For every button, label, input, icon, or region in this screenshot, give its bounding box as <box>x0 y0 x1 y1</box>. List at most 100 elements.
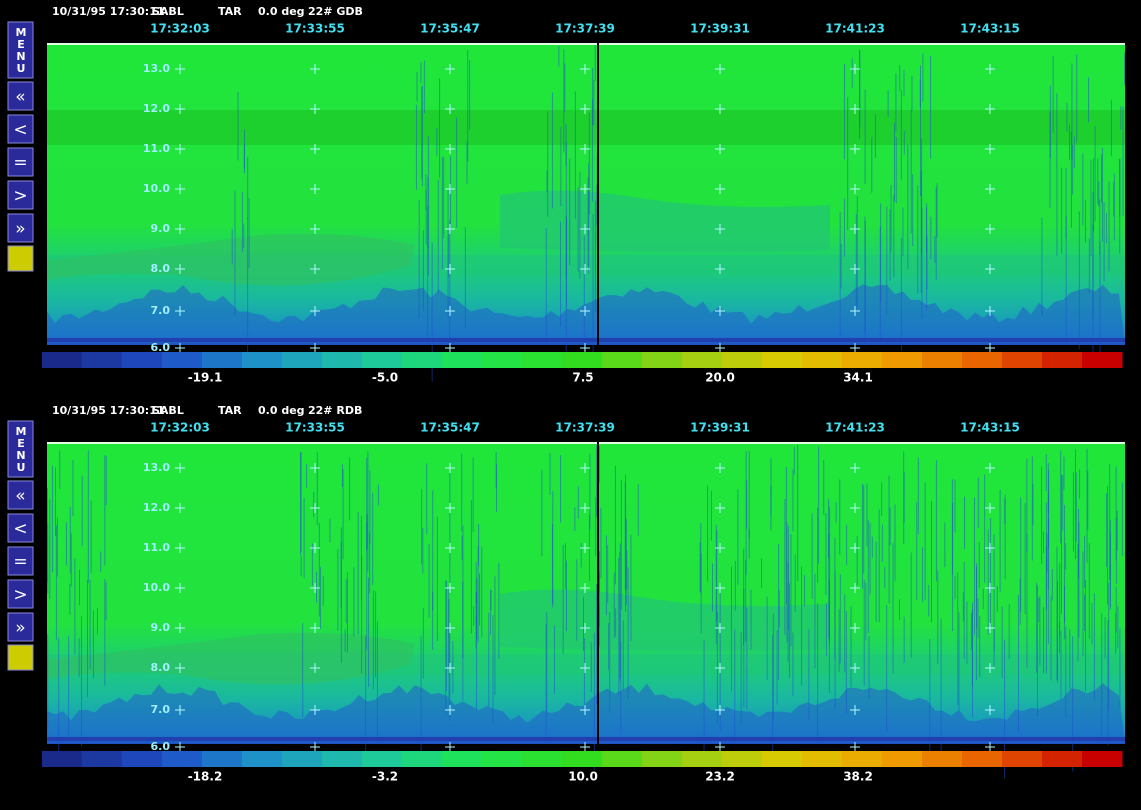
altitude-label: 7.0 <box>151 304 171 317</box>
grid-cross <box>310 623 320 633</box>
time-label: 17:32:03 <box>150 22 210 36</box>
nav-button[interactable]: > <box>7 579 34 609</box>
color-swatch[interactable] <box>7 644 34 671</box>
time-label: 17:32:03 <box>150 421 210 435</box>
grid-cross <box>175 144 185 154</box>
grid-cross <box>715 104 725 114</box>
nav-button[interactable]: > <box>7 180 34 210</box>
grid-cross <box>715 144 725 154</box>
time-label: 17:33:55 <box>285 421 345 435</box>
layer-band <box>47 110 1125 145</box>
menu-button[interactable]: MENU <box>7 420 34 478</box>
colorbar-cell <box>722 352 763 368</box>
grid-cross <box>310 224 320 234</box>
grid-cross <box>175 742 185 752</box>
grid-cross <box>850 583 860 593</box>
grid-cross <box>445 583 455 593</box>
grid-cross <box>850 184 860 194</box>
colorbar-cell <box>202 352 243 368</box>
grid-cross <box>850 264 860 274</box>
colorbar-label: -18.2 <box>188 770 223 784</box>
header-angle: 0.0 deg <box>258 5 305 18</box>
header-site: SABL <box>152 5 184 18</box>
grid-cross <box>985 583 995 593</box>
grid-cross <box>445 264 455 274</box>
grid-cross <box>445 104 455 114</box>
button-face <box>7 180 34 210</box>
grid-cross <box>445 64 455 74</box>
grid-cross <box>310 543 320 553</box>
colorbar-cell <box>242 352 283 368</box>
nav-button[interactable]: < <box>7 114 34 144</box>
time-label: 17:43:15 <box>960 22 1020 36</box>
image-top-edge <box>47 442 1125 444</box>
altitude-label: 8.0 <box>151 661 171 674</box>
button-face <box>7 147 34 177</box>
grid-cross <box>580 705 590 715</box>
grid-cross <box>850 64 860 74</box>
color-swatch[interactable] <box>7 245 34 272</box>
colorbar-cell <box>82 751 123 767</box>
grid-cross <box>175 705 185 715</box>
nav-button[interactable]: < <box>7 513 34 543</box>
button-glyph: » <box>15 618 25 638</box>
grid-cross <box>985 463 995 473</box>
colorbar-label: 7.5 <box>572 371 593 385</box>
time-label: 17:43:15 <box>960 421 1020 435</box>
toolbar: MENU « < = > » <box>7 420 34 671</box>
grid-cross <box>175 104 185 114</box>
altitude-label: 9.0 <box>151 621 171 634</box>
colorbar-cell <box>722 751 763 767</box>
menu-button[interactable]: MENU <box>7 21 34 79</box>
colorbar-cell <box>122 751 163 767</box>
time-label: 17:39:31 <box>690 22 750 36</box>
header-site: SABL <box>152 404 184 417</box>
colorbar-cell <box>322 751 363 767</box>
nav-button[interactable]: « <box>7 81 34 111</box>
grid-cross <box>715 663 725 673</box>
grid-cross <box>445 144 455 154</box>
menu-label: MENU <box>15 26 28 74</box>
grid-cross <box>310 503 320 513</box>
grid-cross <box>580 224 590 234</box>
colorbar-cell <box>282 751 323 767</box>
grid-cross <box>310 184 320 194</box>
nav-button[interactable]: » <box>7 612 34 642</box>
grid-cross <box>985 503 995 513</box>
colorbar-cell <box>362 751 403 767</box>
colorbar-cell <box>602 352 643 368</box>
button-face <box>7 480 34 510</box>
colorbar-cell <box>362 352 403 368</box>
colorbar-cell <box>482 352 523 368</box>
colorbar-cell <box>202 751 243 767</box>
menu-label: MENU <box>15 425 28 473</box>
grid-cross <box>175 343 185 353</box>
grid-cross <box>175 583 185 593</box>
grid-cross <box>310 742 320 752</box>
colorbar-cell <box>442 751 483 767</box>
altitude-label: 11.0 <box>143 541 170 554</box>
altitude-label: 10.0 <box>143 581 170 594</box>
cloud-layer <box>500 190 830 253</box>
grid-cross <box>310 306 320 316</box>
nav-button[interactable]: = <box>7 147 34 177</box>
colorbar-cell <box>42 751 83 767</box>
toolbar: MENU « < = > » <box>7 21 34 272</box>
header-angle: 0.0 deg <box>258 404 305 417</box>
button-glyph: » <box>15 219 25 239</box>
button-glyph: = <box>13 552 27 572</box>
nav-button[interactable]: « <box>7 480 34 510</box>
nav-button[interactable]: = <box>7 546 34 576</box>
colorbar-cell <box>82 352 123 368</box>
grid-cross <box>580 543 590 553</box>
nav-button[interactable]: » <box>7 213 34 243</box>
time-label: 17:41:23 <box>825 22 885 36</box>
altitude-label: 11.0 <box>143 142 170 155</box>
grid-cross <box>445 663 455 673</box>
grid-cross <box>310 144 320 154</box>
grid-cross <box>985 543 995 553</box>
header-mode: TAR <box>218 404 242 417</box>
grid-cross <box>985 623 995 633</box>
grid-cross <box>580 742 590 752</box>
